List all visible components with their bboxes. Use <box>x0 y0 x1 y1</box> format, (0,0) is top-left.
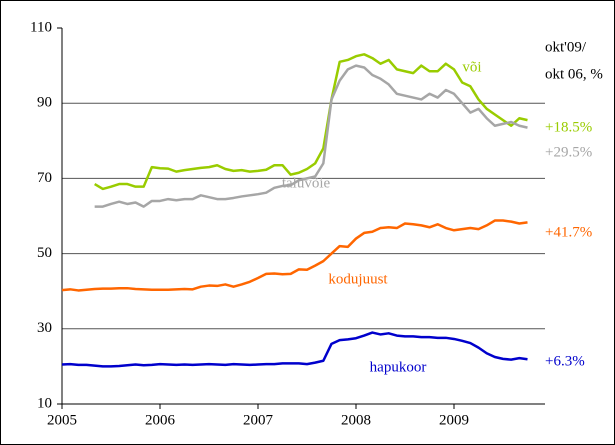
series-line <box>61 219 528 292</box>
y-tick-label: 30 <box>37 320 52 336</box>
y-tick-label: 90 <box>37 95 52 111</box>
y-tick-label: 70 <box>37 170 52 186</box>
series-line <box>94 53 528 191</box>
x-tick-label: 2007 <box>243 412 274 428</box>
y-tick-label: 110 <box>30 19 52 35</box>
change-label: +6.3% <box>545 353 585 369</box>
series-label: taluvõie <box>282 175 331 191</box>
x-tick-label: 2006 <box>145 412 176 428</box>
change-label: +41.7% <box>545 224 592 240</box>
series-label: või <box>462 59 481 75</box>
x-tick-label: 2005 <box>47 412 77 428</box>
x-tick-label: 2008 <box>341 412 371 428</box>
change-label: +29.5% <box>545 144 592 160</box>
change-label: +18.5% <box>545 119 592 135</box>
y-tick-label: 10 <box>37 395 52 411</box>
series-label: kodujuust <box>328 271 388 287</box>
y-tick-label: 50 <box>37 245 52 261</box>
series-line <box>94 64 528 208</box>
side-header: okt 06, % <box>545 66 603 82</box>
x-tick-label: 2009 <box>439 412 469 428</box>
side-header: okt'09/ <box>545 39 587 55</box>
series-line <box>61 331 528 368</box>
series-label: hapukoor <box>370 359 427 375</box>
